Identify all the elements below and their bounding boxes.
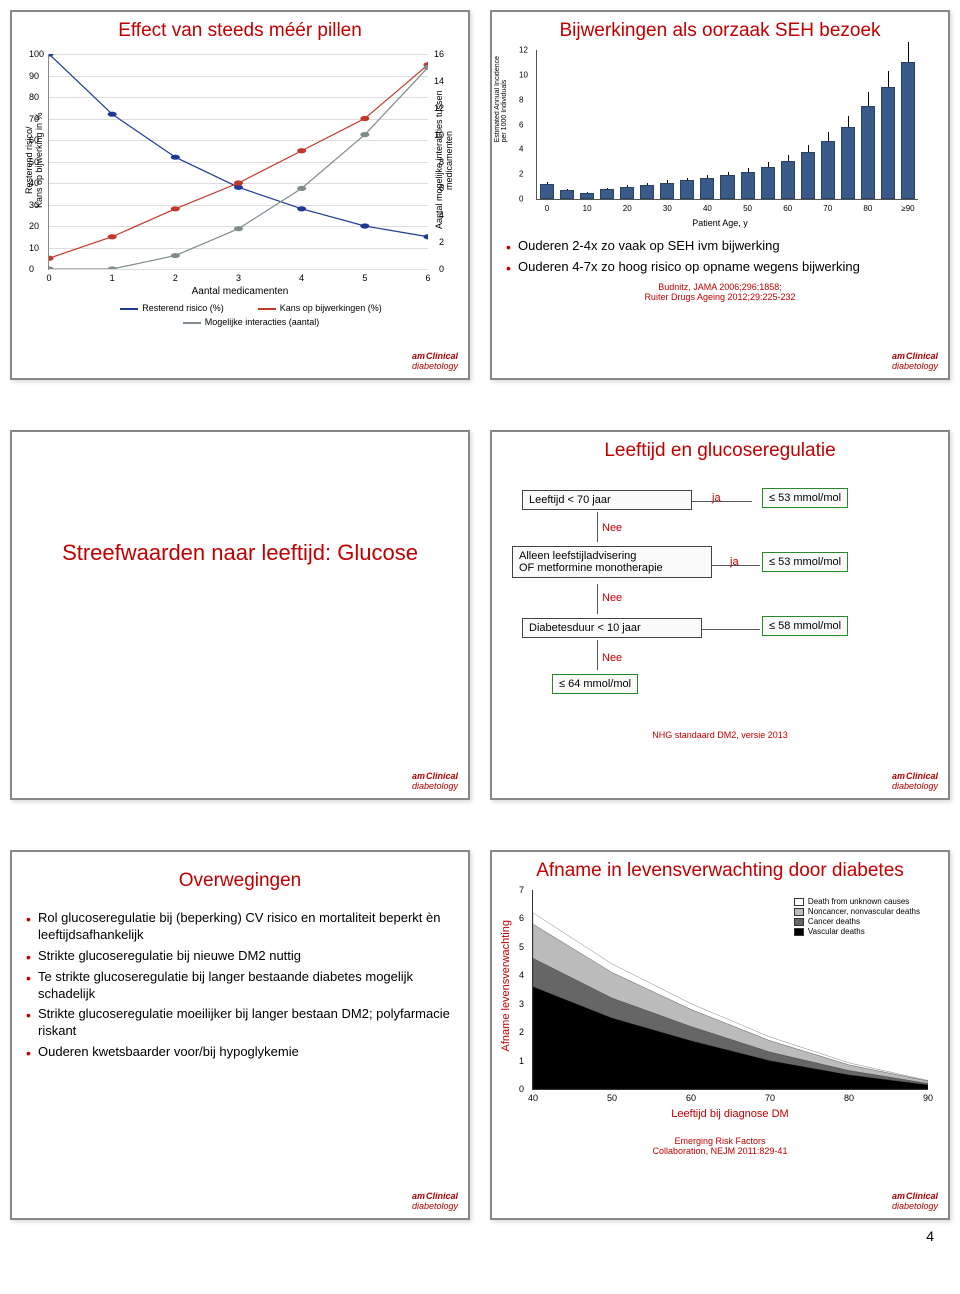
slide-effect-pillen: Effect van steeds méér pillen Resterend …: [10, 10, 470, 380]
slide-overwegingen: Overwegingen Rol glucoseregulatie bij (b…: [10, 850, 470, 1220]
slide-streefwaarden: Streefwaarden naar leeftijd: Glucose Cli…: [10, 430, 470, 800]
flow-label-ja: ja: [730, 556, 739, 568]
logo-icon: Clinicaldiabetology: [412, 1192, 458, 1212]
flow-label-nee: Nee: [602, 652, 622, 664]
slide2-bullet: Ouderen 4-7x zo hoog risico op opname we…: [506, 259, 938, 276]
flow-box-age: Leeftijd < 70 jaar: [522, 490, 692, 510]
flow-label-ja: ja: [712, 492, 721, 504]
chart6-ylabel: Afname levensverwachting: [500, 920, 512, 1051]
slide5-bullet: Rol glucoseregulatie bij (beperking) CV …: [26, 910, 458, 944]
chart1-plot: 0102030405060708090100024681012141601234…: [48, 54, 428, 270]
logo-icon: Clinicaldiabetology: [892, 1192, 938, 1212]
chart2-ylabel: Estimated Annual Incidence per 1000 Indi…: [494, 56, 508, 142]
slide6-citation: Emerging Risk Factors Collaboration, NEJ…: [502, 1136, 938, 1156]
logo-icon: Clinicaldiabetology: [412, 352, 458, 372]
page-number: 4: [10, 1220, 950, 1244]
slide5-bullet: Te strikte glucoseregulatie bij langer b…: [26, 969, 458, 1003]
slide6-title: Afname in levensverwachting door diabete…: [502, 860, 938, 882]
flow-label-nee: Nee: [602, 592, 622, 604]
chart1-ylabel-right: Aantal mogelijke interacties tussen medi…: [434, 50, 458, 270]
flowchart: Leeftijd < 70 jaar ja ≤ 53 mmol/mol Nee …: [502, 470, 938, 760]
chart6-plot: Death from unknown causesNoncancer, nonv…: [532, 890, 928, 1090]
flow-result-1: ≤ 53 mmol/mol: [762, 488, 848, 508]
slide5-bullet: Ouderen kwetsbaarder voor/bij hypoglykem…: [26, 1044, 458, 1061]
flow-box-therapy: Alleen leefstijladvisering OF metformine…: [512, 546, 712, 578]
flow-label-nee: Nee: [602, 522, 622, 534]
slide1-title: Effect van steeds méér pillen: [22, 20, 458, 42]
flow-box-duration: Diabetesduur < 10 jaar: [522, 618, 702, 638]
slide5-title: Overwegingen: [22, 870, 458, 892]
slide2-bullet: Ouderen 2-4x zo vaak op SEH ivm bijwerki…: [506, 238, 938, 255]
flow-result-4: ≤ 64 mmol/mol: [552, 674, 638, 694]
chart1-legend: Resterend risico (%)Kans op bijwerkingen…: [22, 303, 458, 327]
slide2-title: Bijwerkingen als oorzaak SEH bezoek: [502, 20, 938, 42]
chart2-xlabel: Patient Age, y: [502, 218, 938, 228]
logo-icon: Clinicaldiabetology: [892, 352, 938, 372]
slide5-bullet: Strikte glucoseregulatie bij nieuwe DM2 …: [26, 948, 458, 965]
chart6-legend: Death from unknown causesNoncancer, nonv…: [792, 894, 922, 939]
chart2-plot: 02468101201020304050607080≥90: [536, 50, 918, 200]
logo-icon: Clinicaldiabetology: [412, 772, 458, 792]
slide5-bullet: Strikte glucoseregulatie moeilijker bij …: [26, 1006, 458, 1040]
chart6-xlabel: Leeftijd bij diagnose DM: [532, 1108, 928, 1120]
slide4-title: Leeftijd en glucoseregulatie: [502, 440, 938, 462]
slide-afname-levensverwachting: Afname in levensverwachting door diabete…: [490, 850, 950, 1220]
logo-icon: Clinicaldiabetology: [892, 772, 938, 792]
flow-result-2: ≤ 53 mmol/mol: [762, 552, 848, 572]
slide2-citation: Budnitz, JAMA 2006;296;1858; Ruiter Drug…: [502, 282, 938, 302]
slide-bijwerkingen-seh: Bijwerkingen als oorzaak SEH bezoek Esti…: [490, 10, 950, 380]
slide-leeftijd-glucose: Leeftijd en glucoseregulatie Leeftijd < …: [490, 430, 950, 800]
flow-result-3: ≤ 58 mmol/mol: [762, 616, 848, 636]
chart1-xlabel: Aantal medicamenten: [22, 286, 458, 297]
slide3-title: Streefwaarden naar leeftijd: Glucose: [22, 540, 458, 566]
